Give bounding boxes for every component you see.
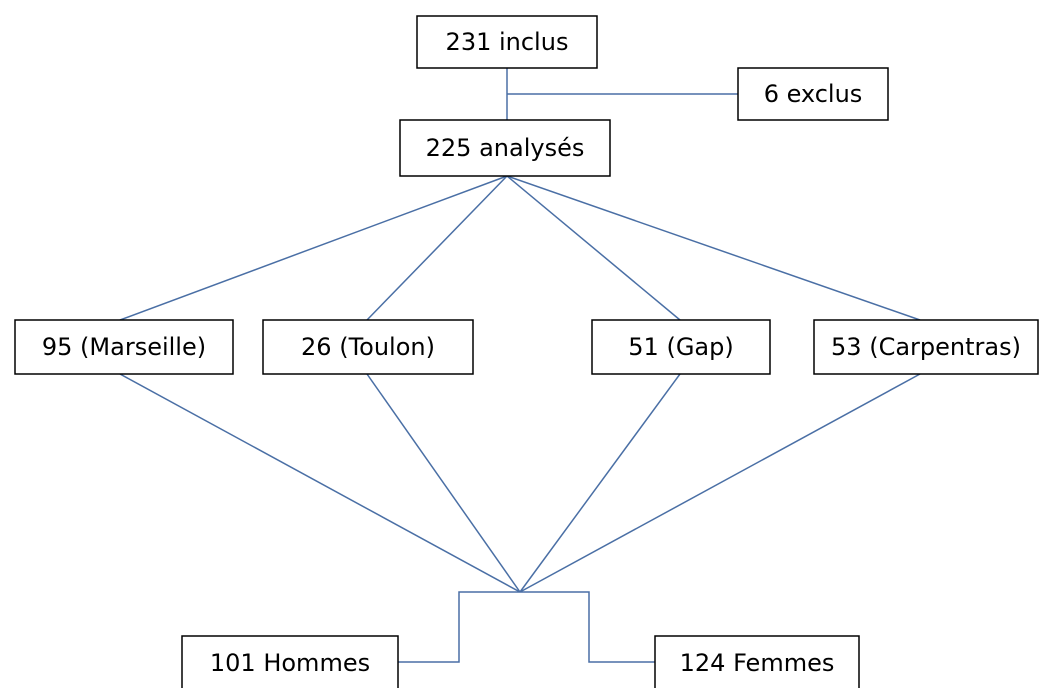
node-box bbox=[654, 635, 860, 688]
node-box bbox=[737, 67, 889, 121]
connector bbox=[506, 175, 921, 321]
node: 6 exclus bbox=[737, 67, 889, 121]
node: 124 Femmes bbox=[654, 635, 860, 688]
node-label: 53 (Carpentras) bbox=[831, 333, 1021, 361]
node: 95 (Marseille) bbox=[14, 319, 234, 375]
node-label: 231 inclus bbox=[446, 28, 569, 56]
connector bbox=[119, 373, 521, 593]
node-label: 26 (Toulon) bbox=[301, 333, 435, 361]
node-box bbox=[399, 119, 611, 177]
connectors bbox=[119, 68, 921, 663]
node-label: 124 Femmes bbox=[680, 649, 835, 677]
node-label: 101 Hommes bbox=[210, 649, 370, 677]
connector bbox=[119, 175, 508, 321]
node-box bbox=[181, 635, 399, 688]
node: 225 analysés bbox=[399, 119, 611, 177]
node: 101 Hommes bbox=[181, 635, 399, 688]
node-label: 51 (Gap) bbox=[628, 333, 733, 361]
connector bbox=[366, 175, 508, 321]
node-box bbox=[813, 319, 1039, 375]
node-box bbox=[262, 319, 474, 375]
node: 51 (Gap) bbox=[591, 319, 771, 375]
node-box bbox=[14, 319, 234, 375]
connector bbox=[506, 175, 681, 321]
connector bbox=[519, 373, 921, 593]
node-label: 95 (Marseille) bbox=[42, 333, 206, 361]
node: 231 inclus bbox=[416, 15, 598, 69]
node-box bbox=[591, 319, 771, 375]
node-label: 225 analysés bbox=[426, 134, 585, 162]
node: 53 (Carpentras) bbox=[813, 319, 1039, 375]
node-label: 6 exclus bbox=[764, 80, 863, 108]
connector bbox=[366, 373, 521, 593]
node: 26 (Toulon) bbox=[262, 319, 474, 375]
node-box bbox=[416, 15, 598, 69]
connector bbox=[519, 373, 681, 593]
connector bbox=[398, 591, 655, 663]
